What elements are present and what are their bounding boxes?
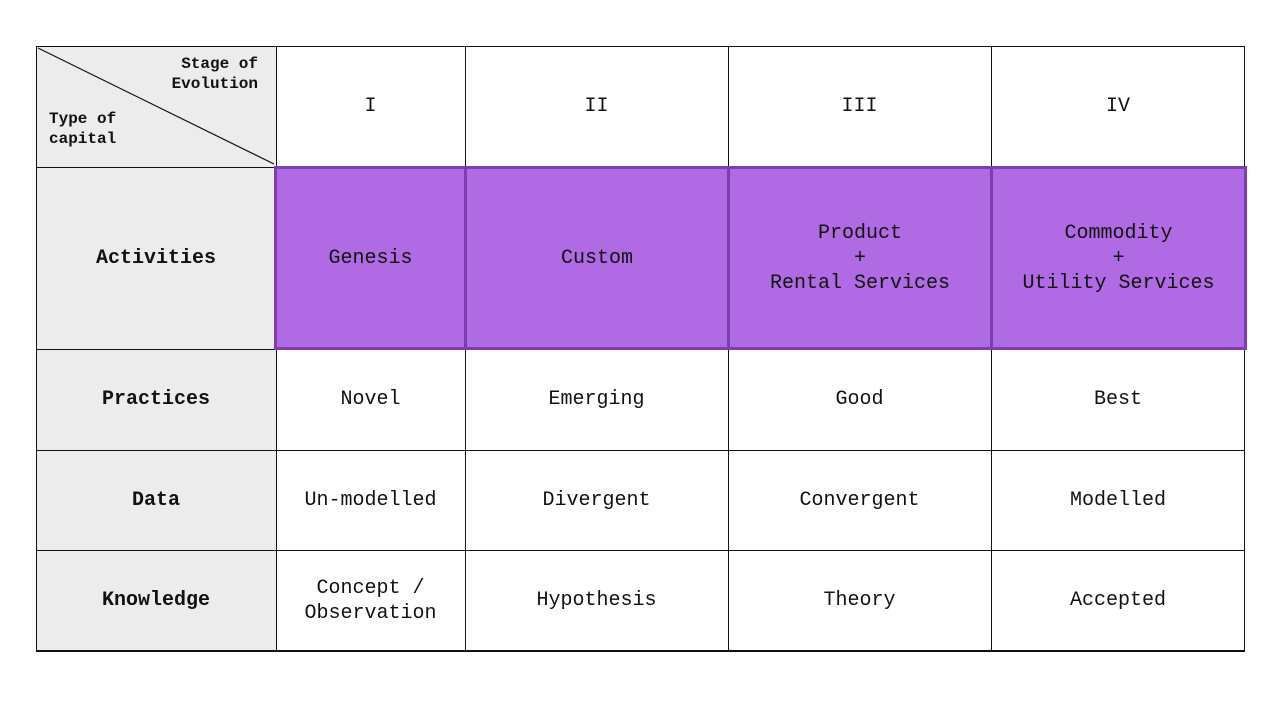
table-cell: Hypothesis: [536, 589, 657, 612]
corner-cell: Stage of Evolution Type of capital: [36, 46, 276, 167]
table-cell: Emerging: [548, 388, 645, 411]
table-cell: Accepted: [1069, 589, 1166, 612]
table-cell: Un-modelled: [304, 488, 437, 512]
table-cell: Theory: [823, 589, 896, 612]
row-label-data: Data: [36, 450, 276, 550]
table-cell: Best: [1093, 388, 1142, 411]
table-cell: Convergent: [799, 488, 920, 512]
corner-diagonal: [37, 47, 275, 165]
activity-cell-genesis: Genesis: [274, 166, 467, 350]
stage-header-4: IV: [1105, 95, 1130, 118]
stage-header-2: II: [584, 95, 609, 118]
grid-line: [36, 450, 1245, 451]
table-cell: Good: [835, 388, 884, 411]
row-label-knowledge: Knowledge: [36, 550, 276, 651]
grid-line: [36, 46, 1245, 47]
type-of-capital-label: Type of capital: [49, 110, 117, 148]
table-cell: Modelled: [1069, 488, 1166, 512]
row-label-practices: Practices: [36, 349, 276, 450]
activity-cell-custom: Custom: [464, 166, 730, 350]
stage-of-evolution-label: Stage of Evolution: [171, 55, 258, 93]
grid-line: [36, 46, 37, 651]
activity-cell-product: Product + Rental Services: [727, 166, 993, 350]
row-label-activities: Activities: [36, 167, 276, 349]
evolution-table: Stage of Evolution Type of capital I II …: [36, 46, 1247, 652]
stage-header-3: III: [841, 95, 878, 118]
table-cell: Divergent: [542, 488, 651, 512]
stage-header-1: I: [364, 95, 377, 118]
grid-line: [36, 550, 1245, 551]
table-cell: Novel: [340, 388, 401, 411]
activity-cell-commodity: Commodity + Utility Services: [990, 166, 1247, 350]
grid-line: [36, 650, 1245, 652]
table-cell: Concept / Observation: [304, 576, 437, 625]
